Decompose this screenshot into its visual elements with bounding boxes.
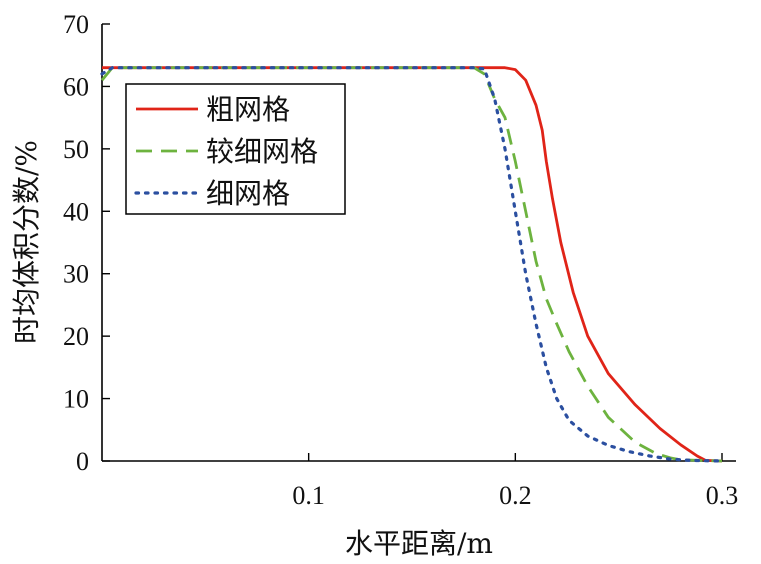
legend-label-1: 粗网格: [206, 93, 290, 126]
legend-box: [125, 83, 346, 215]
y-tick-label: 40: [63, 197, 89, 226]
y-tick-label: 70: [63, 10, 89, 39]
y-axis-title: 时均体积分数/%: [10, 140, 43, 344]
y-tick-label: 60: [63, 72, 89, 101]
series-line-2: [100, 66, 723, 463]
series-layer: [100, 66, 724, 463]
y-tick-label: 50: [63, 135, 89, 164]
x-tick-label: 0.3: [706, 481, 739, 510]
series-line-3: [100, 66, 724, 463]
x-tick-label: 0.1: [292, 481, 325, 510]
x-tick-label: 0.2: [499, 481, 532, 510]
y-tick-label: 10: [63, 385, 89, 414]
legend-label-2: 较细网格: [206, 135, 318, 168]
y-tick-label: 20: [63, 322, 89, 351]
legend-label-3: 细网格: [206, 177, 290, 210]
y-tick-label: 0: [76, 447, 89, 476]
x-axis-title: 水平距离/m: [345, 527, 493, 560]
x-ticks: 0.1 0.2 0.3: [292, 453, 738, 510]
y-tick-label: 30: [63, 260, 89, 289]
y-ticks: 0 10 20 30 40 50 60 70: [63, 10, 110, 476]
series-line-1: [102, 66, 723, 463]
